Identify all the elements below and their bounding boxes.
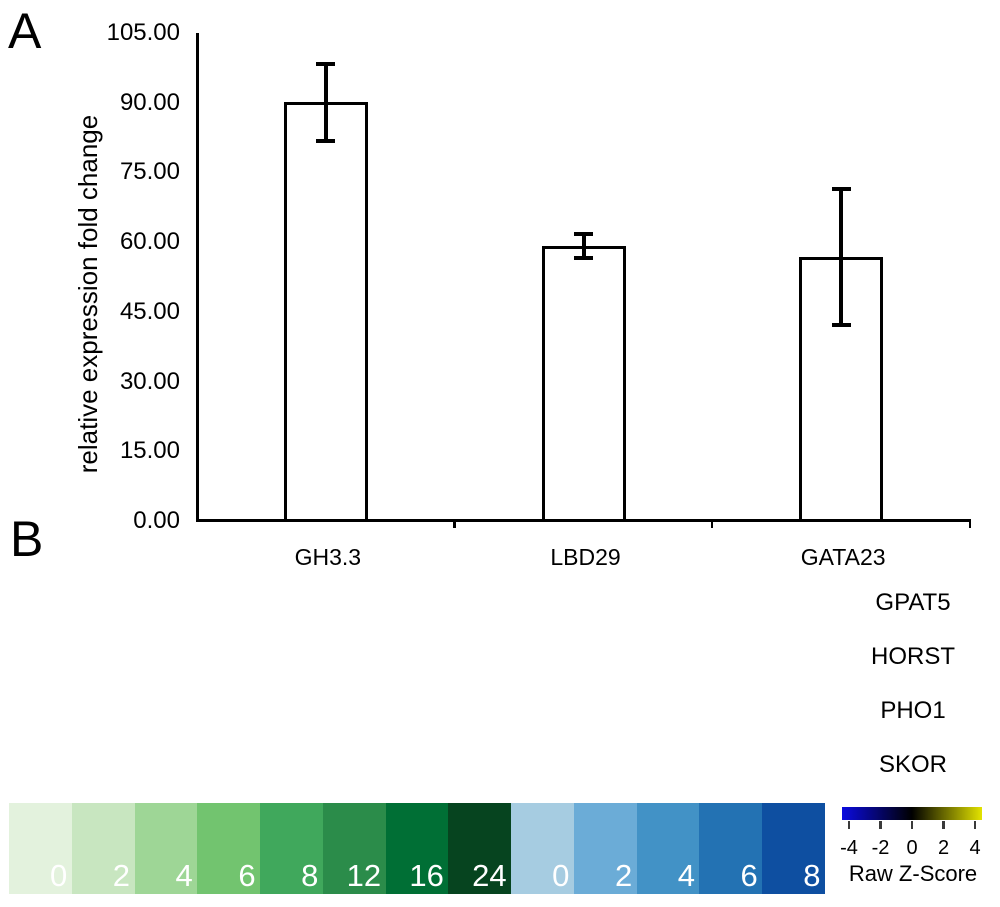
bar-LBD29 [541, 246, 626, 522]
panel-b-label: B [10, 511, 44, 567]
error-bar-cap-top [574, 232, 593, 237]
error-bar-line [323, 64, 328, 140]
scale-cell-number: 24 [472, 858, 507, 893]
zscore-title: Raw Z-Score [848, 861, 978, 886]
error-bar-line [581, 235, 586, 258]
scale-cell-number: 12 [346, 858, 382, 893]
gene-label-SKOR: SKOR [878, 751, 947, 778]
error-bar-cap-top [316, 61, 336, 66]
zscore-tick-label: 2 [937, 837, 950, 859]
y-tick-label: 0.00 [133, 507, 180, 534]
y-axis-title: relative expression fold change [73, 114, 103, 474]
green-scale-cell-24: 24 [448, 803, 512, 894]
y-tick-label: 60.00 [119, 228, 180, 256]
zscore-tick-mark [847, 821, 851, 829]
blue-scale-cell-8: 8 [762, 803, 826, 894]
x-tick-mark [710, 522, 714, 528]
y-tick-label: 45.00 [119, 297, 180, 325]
scale-cell-number: 16 [409, 858, 444, 893]
blue-scale-cell-4: 4 [636, 803, 700, 894]
zscore-tick-label: -2 [871, 837, 890, 859]
error-bar-cap-bottom [831, 323, 851, 328]
scale-cell-number: 6 [238, 858, 256, 893]
scale-cell-number: 4 [677, 858, 695, 893]
zscore-tick-mark [879, 821, 882, 829]
y-tick-label: 15.00 [119, 437, 180, 465]
scale-cell-number: 0 [50, 858, 68, 893]
scale-cell-number: 2 [614, 858, 633, 893]
green-scale-cell-16: 16 [385, 803, 449, 894]
green-scale-cell-12: 12 [322, 803, 387, 894]
blue-scale-cell-6: 6 [699, 803, 763, 894]
gene-label-PHO1: PHO1 [880, 697, 946, 724]
scale-cell-number: 8 [301, 858, 319, 893]
zscore-tick-label: -4 [840, 837, 858, 859]
y-tick-label: 90.00 [119, 88, 180, 116]
scale-cell-number: 2 [112, 858, 131, 893]
blue-scale-cell-0: 0 [511, 803, 575, 894]
x-category-label: GH3.3 [294, 544, 362, 570]
bar-GH3.3 [283, 102, 368, 522]
gene-label-HORST: HORST [871, 643, 955, 670]
zscore-tick-mark [910, 821, 914, 829]
x-tick-mark [968, 522, 971, 528]
green-scale-cell-0: 0 [9, 803, 73, 894]
zscore-tick-label: 4 [969, 837, 981, 859]
green-scale-cell-4: 4 [134, 803, 198, 894]
zscore-tick-label: 0 [906, 837, 918, 859]
scale-cell-number: 8 [803, 858, 821, 893]
x-category-label: LBD29 [550, 544, 621, 570]
scale-cell-number: 4 [175, 858, 193, 893]
error-bar-cap-top [831, 186, 851, 191]
blue-scale-cell-2: 2 [573, 803, 638, 894]
scale-cell-number: 6 [740, 858, 758, 893]
green-scale-cell-8: 8 [260, 803, 324, 894]
scale-cell-number: 0 [552, 858, 570, 893]
zscore-gradient-bar [842, 807, 982, 820]
error-bar-line [839, 189, 844, 325]
y-tick-label: 75.00 [119, 158, 180, 186]
panel-a-label: A [8, 3, 42, 59]
green-scale-cell-6: 6 [197, 803, 261, 894]
y-tick-label: 30.00 [119, 367, 180, 395]
gene-label-GPAT5: GPAT5 [875, 589, 951, 616]
green-scale-cell-2: 2 [71, 803, 136, 894]
error-bar-cap-bottom [574, 256, 593, 261]
x-category-label: GATA23 [800, 544, 886, 570]
error-bar-cap-bottom [316, 138, 336, 143]
y-axis-line [196, 33, 199, 522]
zscore-tick-mark [973, 821, 977, 829]
y-tick-label: 105.00 [106, 19, 180, 46]
x-tick-mark [453, 522, 456, 528]
zscore-tick-mark [942, 821, 945, 829]
